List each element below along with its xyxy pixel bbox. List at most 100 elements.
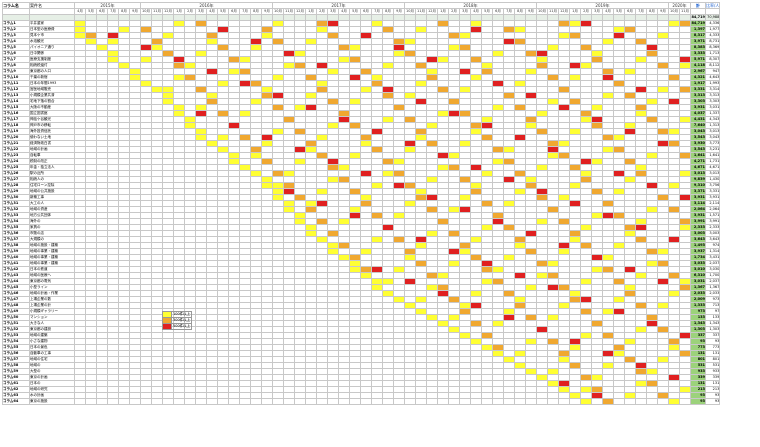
- data-cell: [184, 398, 196, 405]
- data-cell: [393, 398, 405, 405]
- month-header: 12月: [426, 8, 438, 15]
- data-cell: [305, 398, 317, 405]
- data-cell: [470, 398, 482, 405]
- data-cell: [140, 398, 152, 405]
- grand-ratio: 70,988: [704, 14, 721, 21]
- month-header: 11月: [679, 8, 691, 15]
- month-header: 10月: [140, 8, 152, 15]
- data-cell: [162, 398, 174, 405]
- data-cell: [173, 398, 185, 405]
- row-ratio: 93: [704, 398, 721, 405]
- data-cell: [437, 398, 449, 405]
- data-cell: [107, 398, 119, 405]
- data-cell: [272, 398, 284, 405]
- data-cell: [217, 398, 229, 405]
- table-row: コラム61 日本の 131 131: [2, 380, 721, 387]
- table-row: コラム39 地域の事業・建築 3,937 1,314: [2, 248, 721, 255]
- data-cell: [591, 398, 603, 405]
- table-row: コラム5 パイオニア通り 8,383 8,369: [2, 44, 721, 51]
- data-cell: [371, 398, 383, 405]
- table-row: コラム33 地方公共団体 3,931 1,571: [2, 212, 721, 219]
- data-cell: [349, 398, 361, 405]
- data-cell: [338, 398, 350, 405]
- data-cell: [459, 398, 471, 405]
- table-row: コラム8 相続税還付 4,118 8,112: [2, 62, 721, 69]
- table-row: コラム63 水の計画 93 93: [2, 392, 721, 399]
- table-row: コラム27 相続人の 9,839 1,430: [2, 176, 721, 183]
- data-cell: [558, 398, 570, 405]
- data-cell: [129, 398, 141, 405]
- table-row: コラム60 東京の計画 339 339: [2, 374, 721, 381]
- data-cell: [316, 398, 328, 405]
- data-cell: [514, 398, 526, 405]
- table-row: コラム40 地域の事業・建築 1,734 3,431: [2, 254, 721, 261]
- table-row: コラム9 東京都の人口 2,967 947: [2, 68, 721, 75]
- data-cell: [679, 398, 691, 405]
- data-cell: [646, 398, 658, 405]
- data-cell: [360, 398, 372, 405]
- table-row: コラム32 地域の資産 2,064 2,064: [2, 206, 721, 213]
- color-legend: 100件以上 300件以上 500件以上: [162, 311, 193, 330]
- table-row: コラム47 上場企業の数 2,009 973: [2, 296, 721, 303]
- month-header: 10月: [536, 8, 548, 15]
- table-row: コラム21 経済財政白書 3,930 3,773: [2, 140, 721, 147]
- table-row: コラム64 東京の施設 93 93: [2, 398, 721, 405]
- table-row: コラム56 自動車の工事 131 131: [2, 350, 721, 357]
- data-cell: [448, 398, 460, 405]
- data-cell: [635, 398, 647, 405]
- table-row: コラム4 水泡観光 3,971 8,731: [2, 38, 721, 45]
- row-code: コラム64: [2, 398, 30, 405]
- data-cell: [580, 398, 592, 405]
- month-header: 12月: [558, 8, 570, 15]
- table-row: コラム29 地域の公共施設 3,371 3,331: [2, 188, 721, 195]
- data-cell: [118, 398, 130, 405]
- data-cell: [250, 398, 262, 405]
- month-header: 12月: [294, 8, 306, 15]
- data-cell: [195, 398, 207, 405]
- data-grid: コラム名 案件名 2015年 2016年 2017年 2018年 2019年 2020年計比率…: [2, 2, 721, 405]
- month-header: 11月: [151, 8, 163, 15]
- month-header: 11月: [547, 8, 559, 15]
- table-row: コラム19 海外投資信託 3,043 3,013: [2, 128, 721, 135]
- data-cell: [327, 398, 339, 405]
- data-cell: [624, 398, 636, 405]
- data-cell: [536, 398, 548, 405]
- table-row: コラム26 駅の近所 3,013 3,013: [2, 170, 721, 177]
- month-header: 11月: [415, 8, 427, 15]
- table-row: コラム36 市販の店 3,003 3,003: [2, 230, 721, 237]
- month-header: 11月: [283, 8, 295, 15]
- month-header: 10月: [668, 8, 680, 15]
- data-cell: [415, 398, 427, 405]
- row-total: 93: [690, 398, 706, 405]
- legend-label: 100件以上: [170, 311, 193, 318]
- data-cell: [239, 398, 251, 405]
- table-row: コラム55 日本の景色 773 773: [2, 344, 721, 351]
- data-cell: [382, 398, 394, 405]
- grand-total: 84,719: [690, 14, 706, 21]
- data-cell: [151, 398, 163, 405]
- table-row: コラム31 大工の人 3,114 2,114: [2, 200, 721, 207]
- table-row: コラム24 税制の改正 4,271 1,731: [2, 158, 721, 165]
- data-cell: [96, 398, 108, 405]
- legend-label: 300件以上: [170, 317, 193, 324]
- data-cell: [569, 398, 581, 405]
- data-cell: [85, 398, 97, 405]
- data-cell: [74, 398, 86, 405]
- data-cell: [547, 398, 559, 405]
- data-cell: [657, 398, 669, 405]
- table-row: コラム7 医療支援制度 5,971 8,307: [2, 56, 721, 63]
- data-cell: [206, 398, 218, 405]
- table-row: コラム50 マンション 133 133: [2, 314, 721, 321]
- table-row: コラム41 地域の事業・建築 3,033 2,037: [2, 260, 721, 267]
- row-name: 東京の施設: [29, 398, 75, 405]
- table-row: コラム6 日中関係 3,333 1,713: [2, 50, 721, 57]
- row-total: 84,719: [690, 20, 706, 27]
- table-row: コラム53 地域の建築 337 337: [2, 332, 721, 339]
- legend-label: 500件以上: [170, 323, 193, 330]
- data-cell: [492, 398, 504, 405]
- legend-swatch: [162, 323, 172, 330]
- data-cell: [283, 398, 295, 405]
- table-row: コラム13 小規模企業共済 3,313 3,313: [2, 92, 721, 99]
- data-cell: [261, 398, 273, 405]
